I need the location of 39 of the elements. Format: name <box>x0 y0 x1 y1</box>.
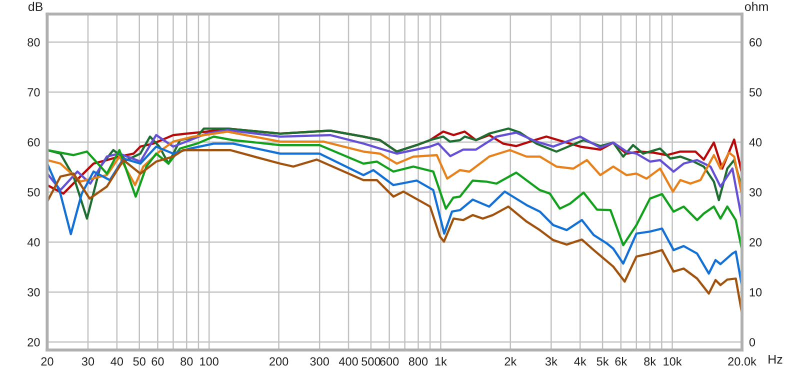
x-tick-label: 300 <box>310 357 329 366</box>
y2-tick-label: 50 <box>749 88 762 97</box>
x-tick-label: 600 <box>380 357 399 366</box>
x-tick-label: 1k <box>435 356 447 366</box>
y-tick-label: 60 <box>28 138 40 146</box>
x-tick-label: 4k <box>574 356 586 366</box>
x-tick-label: 100 <box>200 357 218 366</box>
x-tick-label: 80 <box>180 357 193 366</box>
x-tick-label: 10k <box>664 356 682 366</box>
y2-tick-label: 60 <box>750 38 762 47</box>
x-tick-label: 30 <box>82 357 94 366</box>
y2-axis-title: ohm <box>744 2 768 12</box>
x-tick-label: 40 <box>110 357 124 366</box>
y-tick-label: 70 <box>28 88 40 97</box>
y-tick-label: 20 <box>28 338 40 346</box>
x-tick-label: 5k <box>596 356 609 366</box>
x-tick-label: 60 <box>152 357 164 366</box>
y2-tick-label: 30 <box>749 188 762 196</box>
x-tick-label: 500 <box>362 357 380 366</box>
x-tick-label: 3k <box>545 356 558 366</box>
y-axis-title: dB <box>28 2 43 12</box>
x-tick-label: 400 <box>338 357 358 366</box>
x-tick-label: 800 <box>408 357 428 366</box>
y-tick-label: 50 <box>28 188 40 196</box>
x-tick-label: 20.0k <box>728 356 756 366</box>
x-tick-label: 6k <box>615 356 628 366</box>
y2-tick-label: 40 <box>749 138 762 146</box>
x-tick-label: 2k <box>504 356 517 366</box>
y2-tick-label: 0 <box>749 338 756 346</box>
x-tick-label: 8k <box>644 356 656 366</box>
y2-tick-label: 20 <box>750 238 762 246</box>
y-tick-label: 40 <box>27 238 40 246</box>
x-axis-title: Hz <box>768 354 782 364</box>
x-tick-label: 200 <box>270 357 288 366</box>
y-tick-label: 30 <box>28 288 40 296</box>
y-tick-label: 80 <box>28 38 40 47</box>
x-tick-label: 20 <box>41 357 54 366</box>
y2-tick-label: 10 <box>750 288 762 296</box>
x-tick-label: 50 <box>133 357 146 366</box>
